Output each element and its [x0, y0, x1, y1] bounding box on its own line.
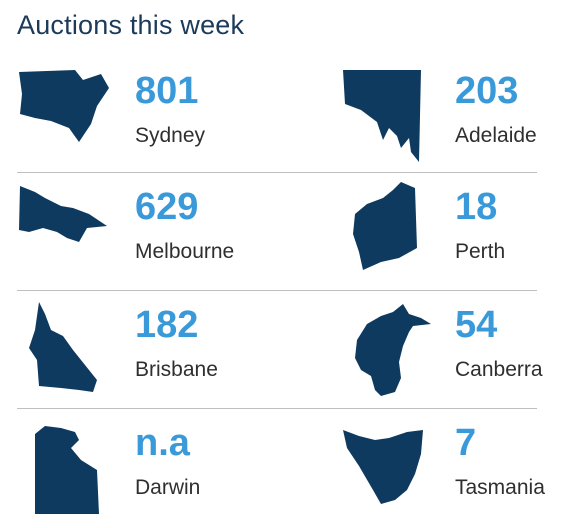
city-card-canberra: 54 Canberra [337, 300, 565, 410]
city-count: 7 [455, 422, 477, 464]
nsw-map-icon [19, 70, 109, 142]
city-name: Perth [455, 240, 506, 263]
city-card-darwin: n.a Darwin [17, 418, 277, 528]
qld-map-icon [29, 302, 97, 392]
act-map-icon [355, 304, 431, 396]
city-count: 801 [135, 70, 199, 112]
city-name: Tasmania [455, 476, 545, 499]
city-name: Darwin [135, 476, 201, 499]
vic-map-icon [19, 186, 107, 242]
sa-map-icon [343, 70, 421, 162]
tas-map-icon [343, 430, 423, 504]
city-count: 182 [135, 304, 199, 346]
city-name: Canberra [455, 358, 543, 381]
row-divider [17, 290, 537, 291]
page-title: Auctions this week [17, 10, 245, 40]
row-divider [17, 172, 537, 173]
city-card-tasmania: 7 Tasmania [337, 418, 565, 528]
row-divider [17, 408, 537, 409]
city-card-adelaide: 203 Adelaide [337, 66, 565, 176]
city-card-sydney: 801 Sydney [17, 66, 277, 176]
city-count: n.a [135, 422, 190, 464]
city-name: Brisbane [135, 358, 218, 381]
city-count: 203 [455, 70, 519, 112]
city-card-melbourne: 629 Melbourne [17, 182, 277, 292]
city-count: 18 [455, 186, 498, 228]
city-card-brisbane: 182 Brisbane [17, 300, 277, 410]
city-count: 54 [455, 304, 498, 346]
city-card-perth: 18 Perth [337, 182, 565, 292]
nt-map-icon [35, 426, 99, 514]
city-name: Melbourne [135, 240, 235, 263]
city-count: 629 [135, 186, 199, 228]
city-name: Sydney [135, 124, 206, 147]
wa-map-icon [353, 182, 417, 270]
city-name: Adelaide [455, 124, 537, 147]
